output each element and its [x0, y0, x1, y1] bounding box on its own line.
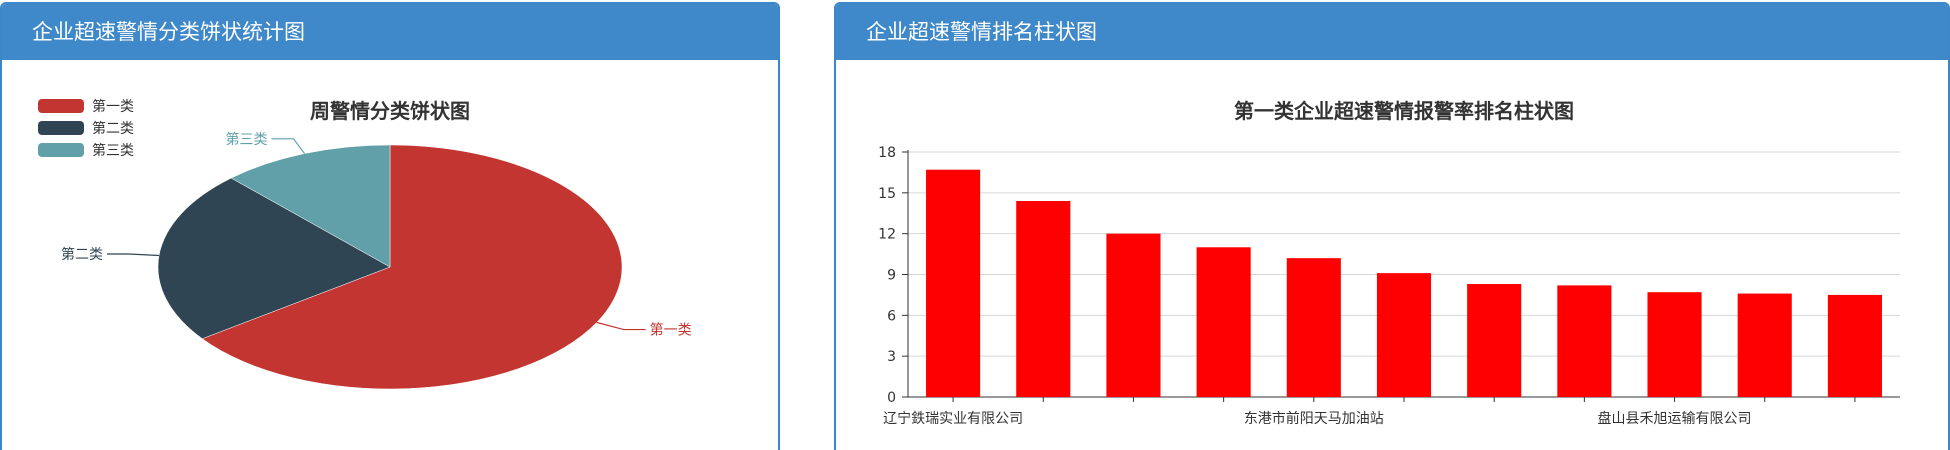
pie-slice-label: 第三类 [225, 131, 267, 148]
x-tick-label: 东港市前阳天马加油站 [1244, 410, 1384, 427]
bar-chart: 第一类企业超速警情报警率排名柱状图 0 3 6 9 12 15 18 辽宁鉄瑞实业有限公司 东港市… [836, 4, 1950, 450]
pie-title: 周警情分类饼状图 [310, 99, 470, 123]
pie-leader-line [271, 139, 304, 154]
y-tick-label: 9 [887, 268, 896, 284]
bar [1557, 285, 1611, 397]
pie-slice-label: 第二类 [61, 246, 103, 263]
legend-label: 第二类 [92, 120, 134, 137]
y-tick-label: 18 [878, 145, 896, 161]
y-tick-label: 15 [878, 186, 896, 202]
legend-swatch [38, 143, 84, 157]
bar [1467, 284, 1521, 397]
y-tick-label: 12 [878, 227, 896, 243]
y-tick-label: 3 [887, 349, 896, 365]
legend-swatch [38, 99, 84, 113]
bar-title: 第一类企业超速警情报警率排名柱状图 [1234, 99, 1574, 123]
bar [1197, 247, 1251, 397]
bar [1738, 294, 1792, 397]
bar [926, 170, 980, 397]
pie-panel: 企业超速警情分类饼状统计图 周警情分类饼状图 第一类 第二类 第三类 第一类 第二类 第三类 [0, 2, 780, 450]
bar [1377, 273, 1431, 397]
legend-swatch [38, 121, 84, 135]
bar [1106, 234, 1160, 397]
x-tick-label: 辽宁鉄瑞实业有限公司 [883, 410, 1023, 427]
bar [1287, 258, 1341, 397]
bar [1828, 295, 1882, 397]
pie-slice-label: 第一类 [650, 322, 692, 339]
legend-label: 第三类 [92, 142, 134, 159]
legend-label: 第一类 [92, 98, 134, 115]
pie-leader-line [107, 254, 159, 255]
bar-panel: 企业超速警情排名柱状图 第一类企业超速警情报警率排名柱状图 0 3 6 9 12 15 18 辽… [834, 2, 1950, 450]
y-tick-label: 0 [887, 390, 896, 406]
y-tick-label: 6 [887, 308, 896, 324]
bar [1016, 201, 1070, 397]
bar [1647, 292, 1701, 397]
pie-leader-line [597, 322, 646, 329]
x-tick-label: 盘山县禾旭运输有限公司 [1598, 410, 1752, 427]
